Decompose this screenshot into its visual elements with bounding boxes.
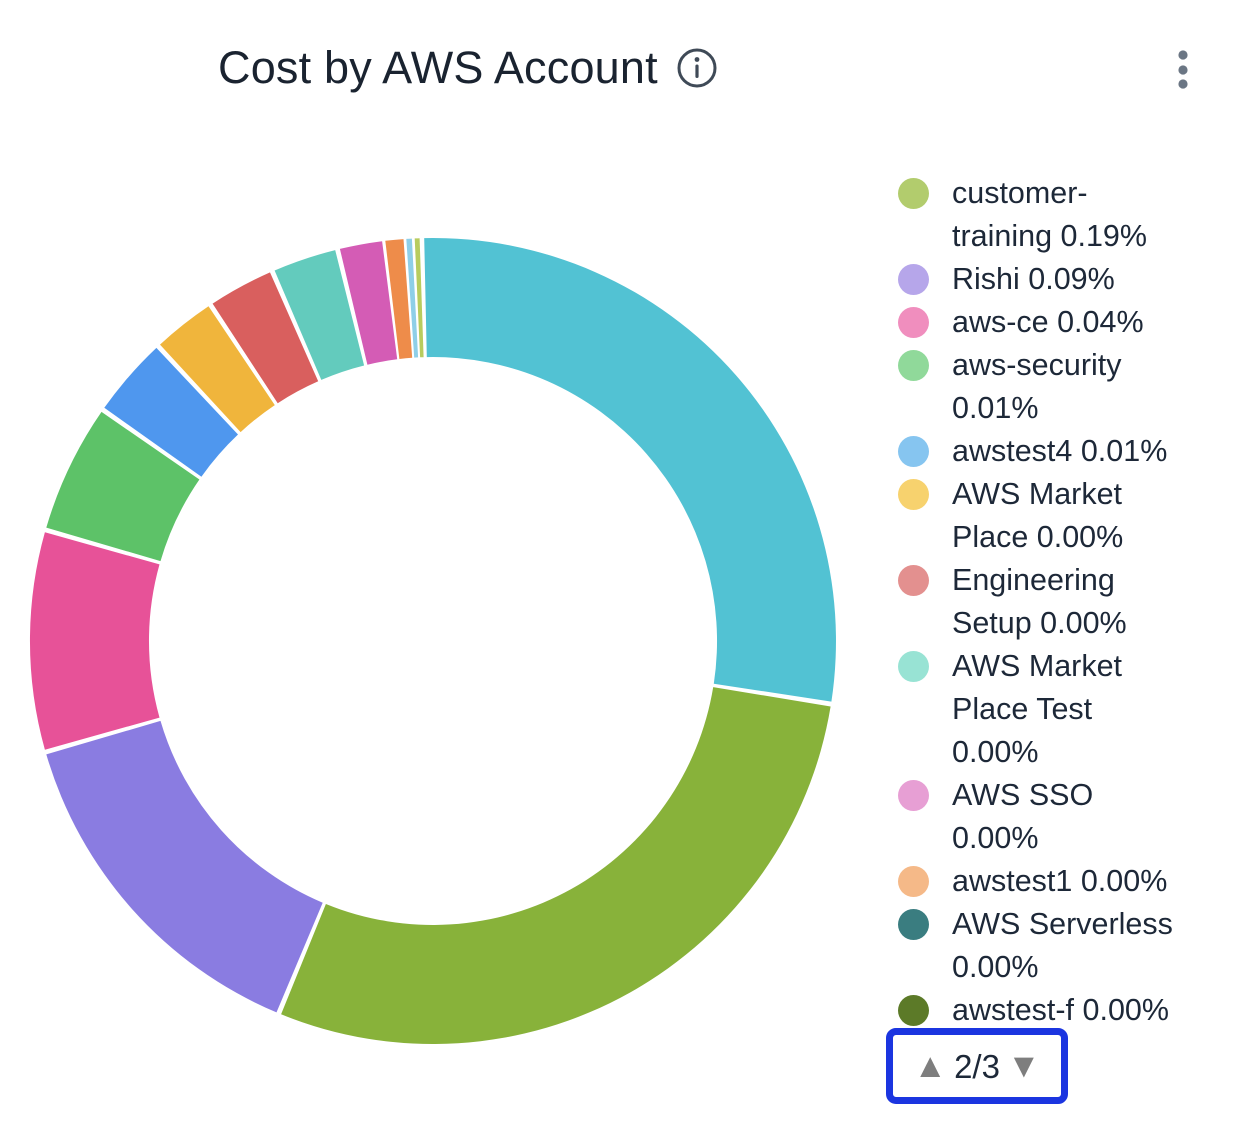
donut-segment[interactable]: [29, 532, 160, 750]
donut-segment[interactable]: [274, 250, 365, 380]
legend-item[interactable]: aws-ce 0.04%: [898, 301, 1214, 344]
legend-item[interactable]: awstest-f 0.00%: [898, 989, 1214, 1027]
legend-item[interactable]: AWS Serverless 0.00%: [898, 903, 1214, 989]
legend-page-indicator: 2/3: [954, 1047, 1000, 1085]
legend-dot: [898, 995, 929, 1026]
donut-segment[interactable]: [46, 720, 323, 1013]
donut-segment[interactable]: [104, 347, 238, 477]
legend-dot: [898, 178, 929, 209]
legend-item[interactable]: AWS Market Place Test 0.00%: [898, 645, 1214, 774]
legend-item[interactable]: aws-security 0.01%: [898, 344, 1214, 430]
legend-dot: [898, 565, 929, 596]
legend-dot: [898, 780, 929, 811]
legend-item[interactable]: awstest1 0.00%: [898, 860, 1214, 903]
legend-label: Engineering Setup 0.00%: [952, 563, 1127, 640]
legend-dot: [898, 909, 929, 940]
legend-item[interactable]: AWS SSO 0.00%: [898, 774, 1214, 860]
legend-item[interactable]: customer- training 0.19%: [898, 172, 1214, 258]
legend-item[interactable]: Rishi 0.09%: [898, 258, 1214, 301]
legend-label: awstest-f 0.00%: [952, 993, 1169, 1027]
donut-segment[interactable]: [406, 238, 419, 358]
donut-segment[interactable]: [46, 411, 200, 562]
page-title: Cost by AWS Account: [218, 42, 658, 93]
legend-dot: [898, 307, 929, 338]
legend-dot: [898, 651, 929, 682]
legend-label: Rishi 0.09%: [952, 262, 1115, 296]
legend-dot: [898, 436, 929, 467]
legend-page-up-button[interactable]: ▲: [913, 1047, 948, 1085]
legend-dot: [898, 350, 929, 381]
legend-label: AWS Market Place 0.00%: [952, 477, 1124, 554]
donut-segment[interactable]: [339, 241, 398, 365]
donut-segment[interactable]: [160, 306, 275, 433]
legend-label: AWS SSO 0.00%: [952, 778, 1094, 855]
legend: customer- training 0.19% Rishi 0.09% aws-c…: [898, 172, 1214, 1027]
legend-page-down-button[interactable]: ▼: [1006, 1047, 1041, 1085]
legend-item[interactable]: awstest4 0.01%: [898, 430, 1214, 473]
legend-item[interactable]: Engineering Setup 0.00%: [898, 559, 1214, 645]
donut-segment[interactable]: [281, 687, 831, 1045]
legend-dot: [898, 866, 929, 897]
legend-label: awstest1 0.00%: [952, 864, 1168, 898]
info-circle-icon[interactable]: [676, 47, 718, 89]
legend-item[interactable]: AWS Market Place 0.00%: [898, 473, 1214, 559]
legend-dot: [898, 264, 929, 295]
legend-label: aws-ce 0.04%: [952, 305, 1144, 339]
legend-dot: [898, 479, 929, 510]
legend-label: customer- training 0.19%: [952, 176, 1147, 253]
donut-segment[interactable]: [424, 238, 836, 702]
card-header: Cost by AWS Account: [218, 42, 718, 94]
donut-segment[interactable]: [414, 238, 424, 358]
legend-label: AWS Market Place Test 0.00%: [952, 649, 1123, 769]
legend-pagination: ▲ 2/3 ▼: [886, 1028, 1068, 1104]
donut-segment[interactable]: [385, 239, 413, 359]
donut-segment[interactable]: [212, 272, 319, 404]
legend-label: awstest4 0.01%: [952, 434, 1168, 468]
legend-label: aws-security 0.01%: [952, 348, 1122, 425]
kebab-menu-icon[interactable]: [1162, 40, 1202, 102]
legend-label: AWS Serverless 0.00%: [952, 907, 1173, 984]
